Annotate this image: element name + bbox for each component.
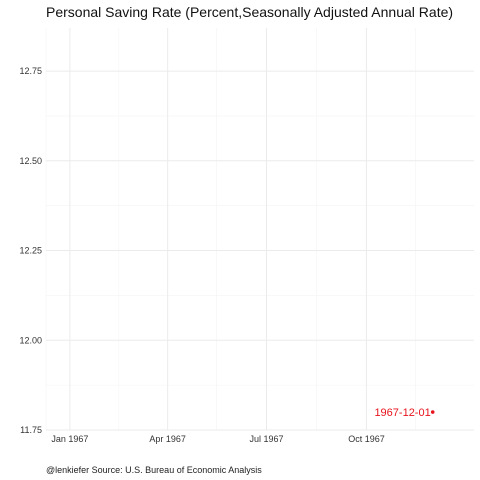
x-tick-label: Jul 1967 [250, 434, 284, 444]
y-tick-label: 12.75 [19, 66, 42, 76]
grid [45, 28, 474, 431]
y-tick-label: 12.25 [19, 246, 42, 256]
data-point [430, 410, 435, 414]
x-tick-label: Oct 1967 [348, 434, 385, 444]
point-annotation: 1967-12-01 [374, 407, 430, 419]
y-axis: 11.75 12.00 12.25 12.50 12.75 [19, 66, 42, 435]
x-tick-label: Apr 1967 [149, 434, 186, 444]
y-tick-label: 12.50 [19, 156, 42, 166]
x-tick-label: Jan 1967 [51, 434, 88, 444]
y-tick-label: 12.00 [19, 335, 42, 345]
y-tick-label: 11.75 [20, 425, 42, 435]
chart-caption: @lenkiefer Source: U.S. Bureau of Econom… [46, 465, 262, 475]
x-axis: Jan 1967 Apr 1967 Jul 1967 Oct 1967 [51, 434, 384, 444]
chart-title: Personal Saving Rate (Percent,Seasonally… [46, 4, 453, 20]
plot-area: 1967-12-01 [374, 407, 435, 419]
